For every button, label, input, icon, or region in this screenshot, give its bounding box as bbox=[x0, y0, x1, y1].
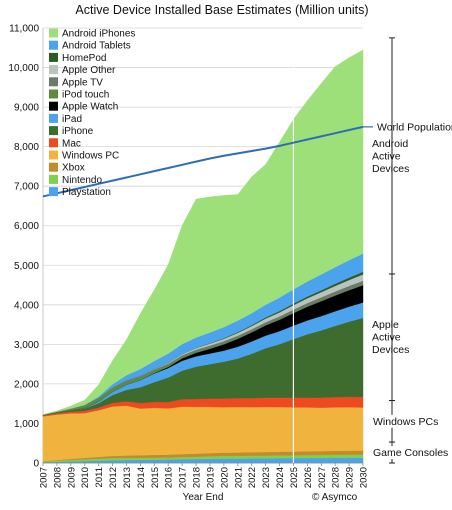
y-tick-label: 7,000 bbox=[14, 182, 39, 193]
x-tick-label: 2025 bbox=[289, 467, 300, 488]
area-android-iphones bbox=[42, 49, 364, 415]
legend-label-iphone: iPhone bbox=[62, 126, 94, 137]
legend-label-homepod: HomePod bbox=[62, 53, 106, 64]
x-tick-label: 2030 bbox=[359, 467, 370, 488]
legend-swatch-apple-other bbox=[49, 65, 58, 75]
x-tick-label: 2022 bbox=[247, 467, 258, 488]
legend-swatch-ipad bbox=[49, 113, 58, 123]
y-axis-ticks: 0 1,000 2,000 3,000 4,000 5,000 6,000 7,000 8,00… bbox=[8, 24, 39, 470]
x-tick-label: 2021 bbox=[233, 467, 244, 488]
x-tick-label: 2011 bbox=[94, 467, 105, 487]
x-tick-label: 2012 bbox=[108, 467, 119, 488]
bracket-label: Active bbox=[372, 332, 401, 344]
x-tick-label: 2023 bbox=[261, 467, 272, 488]
x-tick-label: 2014 bbox=[136, 467, 147, 488]
legend-swatch-homepod bbox=[49, 52, 58, 62]
legend-swatch-windows-pc bbox=[49, 150, 58, 160]
legend-swatch-xbox bbox=[49, 162, 58, 172]
x-tick-label: 2008 bbox=[52, 467, 63, 488]
legend-label-windows-pc: Windows PC bbox=[62, 151, 119, 162]
bracket-label: Devices bbox=[372, 163, 409, 175]
legend-swatch-nintendo bbox=[49, 174, 58, 184]
y-tick-label: 8,000 bbox=[14, 142, 39, 153]
legend-swatch-ipod-touch bbox=[49, 89, 58, 99]
segment-brackets: AndroidActiveDevicesAppleActiveDevicesWi… bbox=[370, 37, 450, 464]
x-tick-label: 2028 bbox=[331, 467, 342, 488]
legend-label-apple-other: Apple Other bbox=[62, 65, 116, 76]
legend-swatch-apple-watch bbox=[49, 101, 58, 111]
legend-label-mac: Mac bbox=[62, 138, 81, 149]
x-tick-label: 2017 bbox=[178, 467, 189, 488]
x-tick-label: 2013 bbox=[122, 467, 133, 488]
legend-swatch-apple-tv bbox=[49, 77, 58, 87]
bracket-label: Devices bbox=[372, 344, 409, 356]
x-tick-label: 2020 bbox=[219, 467, 230, 488]
legend-swatch-iphone bbox=[49, 126, 58, 136]
y-tick-label: 0 bbox=[33, 459, 39, 470]
y-tick-label: 3,000 bbox=[14, 340, 39, 351]
population-label: World Population bbox=[377, 121, 452, 133]
credit-label: © Asymco bbox=[312, 492, 358, 503]
stacked-areas bbox=[42, 49, 364, 464]
chart-title: Active Device Installed Base Estimates (… bbox=[75, 3, 368, 17]
y-tick-label: 9,000 bbox=[14, 103, 39, 114]
legend-label-playstation: Playstation bbox=[62, 187, 111, 198]
legend-label-apple-tv: Apple TV bbox=[62, 77, 103, 88]
legend-label-nintendo: Nintendo bbox=[62, 175, 102, 186]
x-tick-label: 2010 bbox=[80, 467, 91, 488]
y-tick-label: 6,000 bbox=[14, 221, 39, 232]
bracket-label: Windows PCs bbox=[373, 416, 438, 428]
legend-swatch-android-tablets bbox=[49, 40, 58, 50]
legend-swatch-mac bbox=[49, 138, 58, 148]
x-tick-label: 2007 bbox=[39, 467, 50, 488]
x-tick-label: 2009 bbox=[66, 467, 77, 488]
bracket-label: Android bbox=[372, 138, 408, 150]
x-axis-label: Year End bbox=[183, 492, 224, 503]
y-tick-label: 4,000 bbox=[14, 300, 39, 311]
y-tick-label: 1,000 bbox=[14, 419, 39, 430]
bracket-label: Game Consoles bbox=[373, 447, 448, 459]
world-population-line bbox=[42, 125, 364, 198]
x-tick-label: 2018 bbox=[192, 467, 203, 488]
x-axis-ticks: 2007 2008 2009 2010 2011 2012 2013 2014 2015 2016… bbox=[39, 462, 370, 488]
bracket-label: Apple bbox=[372, 319, 399, 331]
legend-label-ipad: iPad bbox=[62, 114, 82, 125]
x-tick-label: 2029 bbox=[345, 467, 356, 488]
x-tick-label: 2027 bbox=[317, 467, 328, 488]
x-tick-label: 2015 bbox=[150, 467, 161, 488]
x-tick-label: 2024 bbox=[275, 467, 286, 488]
x-tick-label: 2019 bbox=[205, 467, 216, 488]
legend-label-xbox: Xbox bbox=[62, 163, 85, 174]
x-tick-label: 2016 bbox=[164, 467, 175, 488]
legend-label-apple-watch: Apple Watch bbox=[62, 102, 118, 113]
legend-swatch-android-iphones bbox=[49, 28, 58, 38]
bracket-label-bg bbox=[370, 414, 450, 428]
bracket-label-bg bbox=[370, 446, 450, 460]
legend-label-ipod-touch: iPod touch bbox=[62, 90, 109, 101]
overlay-layer: World Population bbox=[42, 67, 452, 463]
bracket-label: Active bbox=[372, 150, 401, 162]
legend-swatch-playstation bbox=[49, 187, 58, 197]
y-tick-label: 5,000 bbox=[14, 261, 39, 272]
legend-label-android-tablets: Android Tablets bbox=[62, 41, 131, 52]
x-tick-label: 2026 bbox=[303, 467, 314, 488]
legend-label-android-iphones: Android iPhones bbox=[62, 29, 135, 40]
y-tick-label: 2,000 bbox=[14, 379, 39, 390]
y-tick-label: 10,000 bbox=[8, 63, 39, 74]
y-tick-label: 11,000 bbox=[9, 24, 39, 35]
